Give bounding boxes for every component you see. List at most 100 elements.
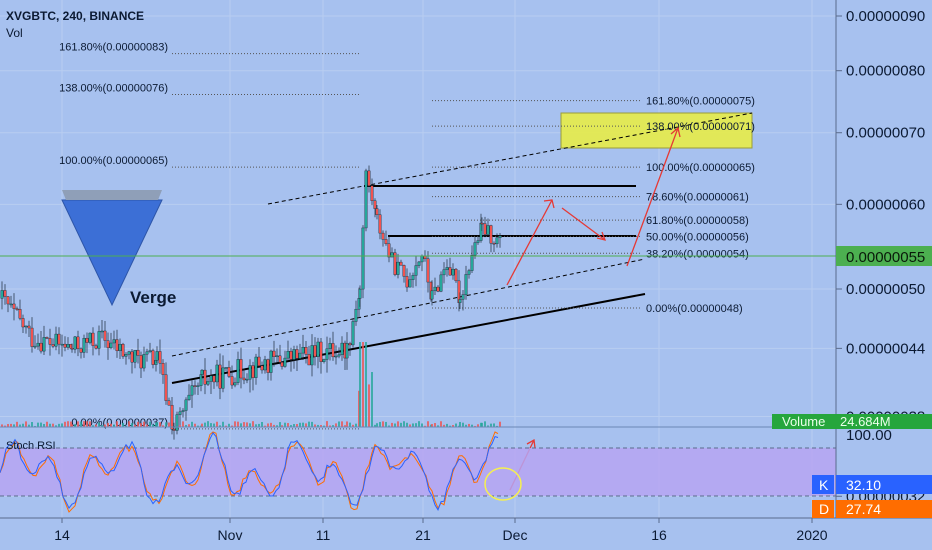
volume-bar bbox=[284, 422, 286, 427]
candle-body bbox=[292, 349, 296, 360]
volume-bar bbox=[415, 423, 417, 427]
candle-body bbox=[260, 365, 264, 371]
candle-body bbox=[458, 299, 462, 303]
candle-body bbox=[155, 351, 159, 361]
candle-body bbox=[251, 365, 255, 378]
candle-body bbox=[118, 343, 122, 352]
volume-bar bbox=[290, 425, 292, 427]
volume-bar bbox=[335, 423, 337, 427]
time-tick-label: Nov bbox=[218, 527, 243, 543]
volume-bar bbox=[1, 424, 3, 427]
price-tick-label: 0.00000050 bbox=[846, 281, 925, 298]
candle-body bbox=[224, 367, 228, 369]
volume-bar bbox=[477, 424, 479, 427]
candle-body bbox=[254, 356, 258, 378]
candle-body bbox=[331, 343, 335, 358]
volume-bar bbox=[352, 424, 354, 427]
candle-body bbox=[257, 356, 261, 366]
volume-bar bbox=[243, 422, 245, 427]
candle-body bbox=[278, 355, 282, 363]
volume-bar bbox=[128, 421, 130, 427]
volume-bar bbox=[16, 421, 18, 427]
candle-body bbox=[351, 321, 355, 346]
stoch-rsi-legend[interactable]: Stoch RSI bbox=[6, 440, 56, 452]
candle-body bbox=[381, 232, 385, 240]
candle-body bbox=[200, 369, 204, 375]
candle-body bbox=[24, 325, 28, 328]
candle-body bbox=[161, 363, 165, 375]
volume-bar bbox=[34, 425, 36, 427]
candle-body bbox=[480, 222, 484, 225]
volume-bar bbox=[382, 421, 384, 427]
rsi-lines bbox=[0, 431, 499, 513]
candle-body bbox=[448, 267, 452, 276]
volume-bar bbox=[162, 425, 164, 427]
candle-body bbox=[130, 351, 134, 363]
candle-body bbox=[0, 290, 4, 299]
upper-channel-line[interactable] bbox=[267, 112, 753, 205]
volume-bar bbox=[279, 422, 281, 427]
volume-bar bbox=[179, 425, 181, 427]
volume-bar bbox=[98, 422, 100, 427]
candle-body bbox=[417, 261, 421, 266]
volume-bar bbox=[270, 422, 272, 427]
lower-channel-line[interactable] bbox=[171, 258, 646, 357]
volume-bar bbox=[43, 423, 45, 427]
volume-bar bbox=[225, 425, 227, 427]
candle-body bbox=[361, 227, 365, 290]
volume-legend[interactable]: Vol bbox=[6, 26, 23, 40]
candle-body bbox=[103, 330, 107, 341]
candle-body bbox=[151, 350, 155, 365]
candle-body bbox=[430, 290, 434, 300]
volume-bar bbox=[487, 425, 489, 427]
candle-body bbox=[464, 274, 468, 295]
symbol-title[interactable]: XVGBTC, 240, BINANCE bbox=[6, 9, 144, 23]
volume-bar bbox=[440, 421, 442, 427]
volume-bar bbox=[449, 425, 451, 427]
candle-body bbox=[328, 343, 332, 349]
candle-body bbox=[436, 286, 440, 292]
volume-bar bbox=[28, 424, 30, 427]
volume-bar bbox=[67, 421, 69, 427]
candle-body bbox=[473, 242, 477, 256]
time-axis[interactable]: 14 Nov 11 21 Dec 16 2020 bbox=[0, 517, 932, 543]
candle-body bbox=[85, 337, 89, 343]
volume-bar bbox=[182, 421, 184, 427]
time-tick-label: 2020 bbox=[796, 527, 827, 543]
volume-bar bbox=[462, 422, 464, 427]
volume-badge-label: Volume bbox=[782, 414, 825, 429]
volume-bar bbox=[207, 421, 209, 427]
volume-bar bbox=[185, 424, 187, 427]
candle-body bbox=[91, 332, 95, 346]
candle-body bbox=[316, 341, 320, 357]
candle-body bbox=[142, 354, 146, 369]
volume-bar bbox=[302, 422, 304, 427]
candle-body bbox=[221, 367, 225, 389]
candle-body bbox=[124, 354, 128, 357]
volume-bar bbox=[264, 425, 266, 427]
volume-bar bbox=[156, 422, 158, 427]
volume-bar bbox=[159, 422, 161, 427]
volume-bar bbox=[376, 423, 378, 427]
volume-bar bbox=[281, 425, 283, 427]
volume-bar bbox=[391, 422, 393, 427]
candle-body bbox=[489, 225, 493, 244]
fib-right-label: 61.80%(0.00000058) bbox=[646, 215, 749, 227]
candle-body bbox=[345, 343, 349, 359]
candle-body bbox=[227, 367, 231, 377]
time-tick-label: Dec bbox=[503, 527, 528, 543]
candle-body bbox=[172, 429, 176, 431]
volume-bar bbox=[493, 423, 495, 427]
volume-bar bbox=[191, 421, 193, 427]
candle-body bbox=[454, 268, 458, 282]
candle-body bbox=[21, 318, 25, 328]
volume-bar bbox=[107, 422, 109, 427]
candle-body bbox=[375, 208, 379, 215]
volume-bar bbox=[146, 424, 148, 427]
candle-body bbox=[310, 345, 314, 366]
candle-body bbox=[367, 170, 371, 186]
candle-body bbox=[426, 258, 430, 283]
candle-body bbox=[115, 339, 119, 352]
